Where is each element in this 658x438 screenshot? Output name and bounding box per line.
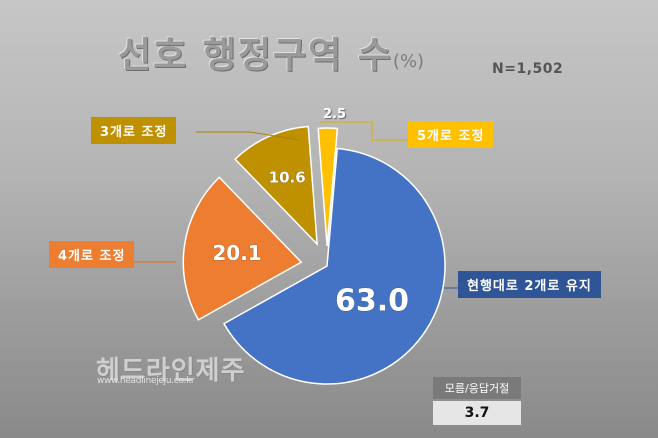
title-unit: (%): [392, 51, 425, 72]
slice-value-four: 20.1: [212, 241, 261, 265]
slice-four: [182, 176, 303, 321]
slice-three: [234, 125, 319, 247]
dont-know-box: 모름/응답거절 3.7: [433, 377, 521, 425]
label-three-districts: 3개로 조정: [91, 117, 177, 144]
sample-size: N=1,502: [492, 61, 564, 77]
slice-five: [317, 127, 339, 247]
slice-keep-two: [223, 147, 446, 385]
title-text: 선호 행정구역 수: [118, 35, 393, 76]
dont-know-value: 3.7: [433, 401, 521, 425]
value-five: 2.5: [323, 107, 347, 122]
label-keep-two-districts: 현행대로 2개로 유지: [458, 271, 601, 298]
slice-value-keep-two: 63.0: [335, 284, 409, 319]
slice-value-three: 10.6: [269, 169, 306, 187]
watermark-logo: 헤드라인제주: [96, 356, 246, 386]
label-five-districts: 5개로 조정: [408, 121, 494, 148]
watermark: 헤드라인제주 www.headlinejeju.co.kr: [96, 350, 246, 387]
leader-line-five: [320, 121, 408, 141]
dont-know-label: 모름/응답거절: [433, 377, 521, 399]
label-four-districts: 4개로 조정: [49, 241, 135, 268]
watermark-url: www.headlinejeju.co.kr: [97, 376, 195, 386]
leader-line-three: [196, 131, 301, 141]
chart-title: 선호 행정구역 수(%): [118, 26, 424, 78]
